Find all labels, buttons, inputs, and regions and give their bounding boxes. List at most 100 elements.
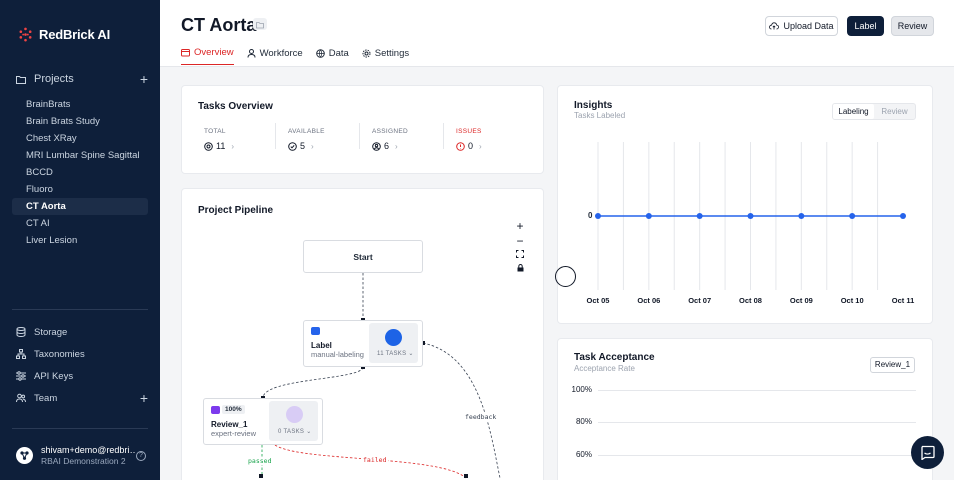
tab-workforce-label: Workforce: [259, 47, 303, 59]
stat-assigned[interactable]: ASSIGNED 6 ›: [372, 128, 408, 151]
user-profile[interactable]: shivam+demo@redbric... RBAI Demonstratio…: [16, 445, 146, 466]
edge-failed-label: failed: [361, 456, 389, 464]
user-logo-icon: [20, 451, 29, 460]
user-org: RBAI Demonstration 2: [41, 456, 126, 466]
add-project-icon[interactable]: +: [139, 71, 148, 87]
nav-taxonomies[interactable]: Taxonomies: [16, 343, 148, 365]
chart-point[interactable]: [696, 213, 703, 219]
project-item[interactable]: Liver Lesion: [26, 235, 78, 246]
zoom-out-icon[interactable]: −: [516, 234, 524, 248]
lock-icon[interactable]: [514, 263, 526, 275]
project-item[interactable]: Chest XRay: [26, 133, 77, 144]
move-folder-icon[interactable]: [253, 18, 267, 30]
sidebar-divider: [12, 309, 148, 310]
stat-total-label: TOTAL: [204, 128, 226, 135]
stat-issues[interactable]: ISSUES 0 ›: [456, 128, 482, 151]
edge-passed-label: passed: [246, 457, 274, 465]
project-item[interactable]: Fluoro: [26, 184, 53, 195]
stat-issues-value: 0: [468, 141, 474, 151]
brand-name: RedBrick AI: [39, 27, 111, 42]
chevron-right-icon: ›: [231, 141, 235, 151]
chat-icon: [921, 445, 935, 460]
chart-point[interactable]: [747, 213, 754, 219]
project-item[interactable]: MRI Lumbar Spine Sagittal: [26, 150, 140, 161]
stage-dropdown[interactable]: Review_1: [870, 357, 915, 373]
project-list: BrainBrats Brain Brats Study Chest XRay …: [12, 96, 148, 249]
project-item[interactable]: BrainBrats: [26, 99, 71, 110]
nav-storage-label: Storage: [34, 326, 68, 338]
chart-x-tick-label: Oct 08: [739, 296, 762, 305]
tab-settings[interactable]: Settings: [362, 47, 409, 65]
toggle-labeling[interactable]: Labeling: [833, 104, 874, 119]
avatar: [16, 447, 33, 464]
cloud-upload-icon: [769, 22, 780, 30]
stat-available-label: AVAILABLE: [288, 128, 325, 135]
sidebar-bottom-nav: Storage Taxonomies API Keys Team +: [16, 321, 148, 409]
nav-storage[interactable]: Storage: [16, 321, 148, 343]
tab-overview[interactable]: Overview: [181, 47, 234, 65]
nav-taxonomies-label: Taxonomies: [34, 348, 85, 360]
alert-circle-icon: [456, 141, 465, 151]
projects-header[interactable]: Projects +: [16, 72, 148, 86]
page-header: CT Aorta Overview Workforce Data Setting…: [160, 0, 954, 67]
sliders-icon: [16, 371, 26, 381]
label-progress-icon: [385, 329, 402, 346]
zoom-in-icon[interactable]: +: [516, 219, 524, 233]
help-icon[interactable]: ?: [136, 450, 146, 461]
y-gridline: [598, 422, 916, 423]
pipeline-start-node[interactable]: Start: [303, 240, 423, 273]
brand-logo[interactable]: RedBrick AI: [18, 27, 110, 42]
check-circle-icon: [288, 141, 297, 151]
team-icon: [16, 393, 26, 403]
nav-team[interactable]: Team +: [16, 387, 148, 409]
chart-point[interactable]: [645, 213, 652, 219]
insights-toggle: Labeling Review: [832, 103, 916, 120]
chart-x-tick-label: Oct 10: [840, 296, 864, 305]
chart-point[interactable]: [900, 213, 906, 219]
upload-data-button[interactable]: Upload Data: [765, 16, 838, 36]
edge-feedback-label: feedback: [463, 413, 499, 421]
y-gridline: [598, 455, 916, 456]
chart-point[interactable]: [595, 213, 601, 219]
toggle-review[interactable]: Review: [881, 107, 908, 116]
label-stage-icon: [311, 327, 320, 335]
user-circle-icon: [372, 141, 381, 151]
gear-icon: [362, 49, 371, 57]
hierarchy-icon: [16, 349, 26, 359]
page-title: CT Aorta: [181, 15, 257, 35]
chart-point[interactable]: [798, 213, 805, 219]
add-team-icon[interactable]: +: [139, 390, 148, 406]
y-tick-label: 80%: [575, 417, 592, 426]
insights-y-label: 0: [588, 211, 593, 220]
label-node-tasks-label: 11 TASKS ⌄: [377, 351, 414, 357]
tasks-overview-title: Tasks Overview: [198, 101, 273, 112]
review-badge: 100%: [222, 405, 245, 414]
tab-settings-label: Settings: [374, 47, 410, 59]
label-button[interactable]: Label: [847, 16, 884, 36]
review-progress-icon: [286, 406, 303, 423]
project-item[interactable]: Brain Brats Study: [26, 116, 100, 127]
fit-view-icon[interactable]: [514, 249, 526, 261]
stat-available-value: 5: [300, 141, 306, 151]
y-gridline: [598, 390, 916, 391]
nav-api-keys[interactable]: API Keys: [16, 365, 148, 387]
project-item[interactable]: CT AI: [26, 218, 50, 229]
stat-available[interactable]: AVAILABLE 5 ›: [288, 128, 325, 151]
tab-workforce[interactable]: Workforce: [247, 47, 303, 65]
stat-total-value: 11: [216, 141, 226, 151]
stat-assigned-value: 6: [384, 141, 390, 151]
chat-support-button[interactable]: [911, 436, 944, 469]
tab-data[interactable]: Data: [315, 47, 349, 65]
project-item-active[interactable]: CT Aorta: [12, 198, 148, 215]
insights-title: Insights: [574, 100, 613, 111]
review-button[interactable]: Review: [891, 16, 934, 36]
project-item[interactable]: BCCD: [26, 167, 53, 178]
project-tabs: Overview Workforce Data Settings: [181, 47, 409, 65]
insights-card: [557, 85, 933, 324]
redbrick-logo-icon: [19, 27, 32, 42]
chevron-right-icon: ›: [395, 141, 398, 151]
chart-point[interactable]: [849, 213, 856, 219]
stat-total[interactable]: TOTAL 11 ›: [204, 128, 234, 151]
tab-overview-label: Overview: [194, 47, 234, 58]
